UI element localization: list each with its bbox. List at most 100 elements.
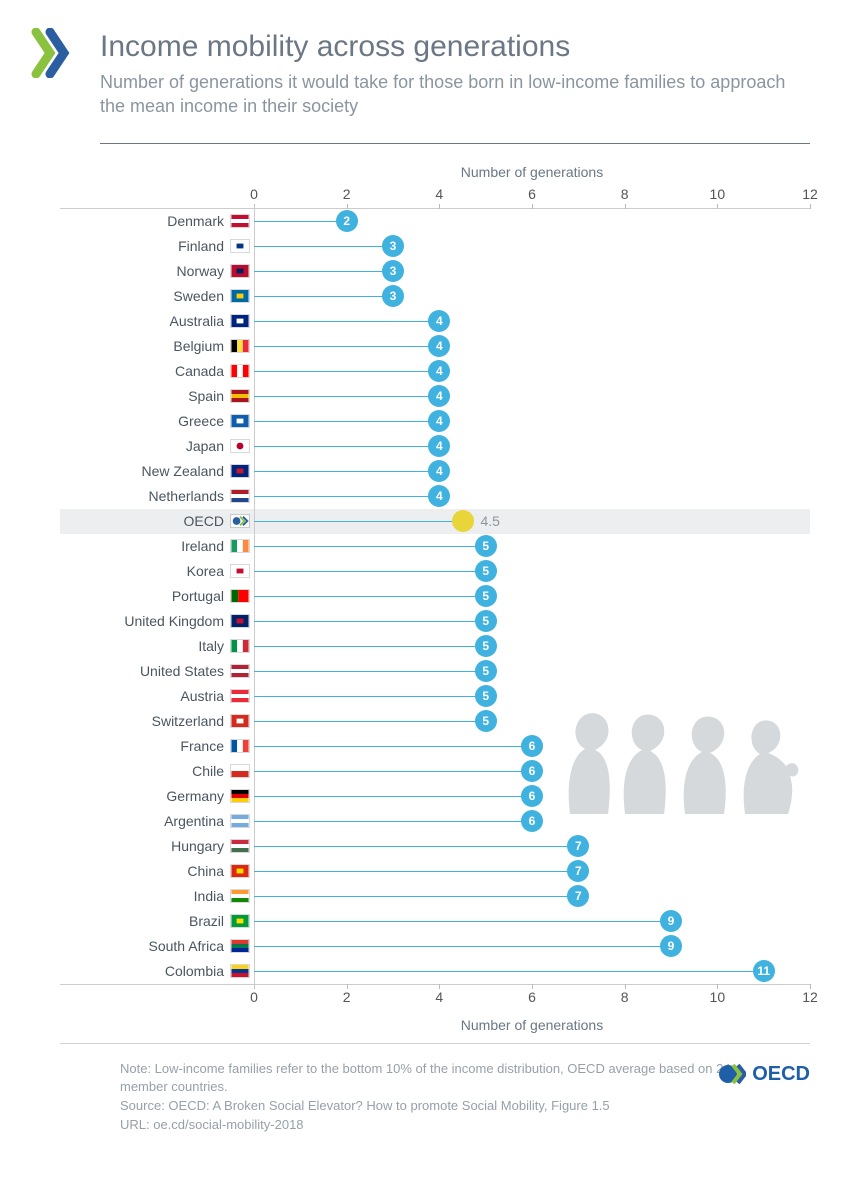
country-label: United States [60, 663, 230, 679]
data-point: 5 [475, 660, 497, 682]
flag-icon [230, 339, 254, 353]
lollipop-cell: 4 [254, 334, 810, 359]
axis-tick: 12 [802, 186, 818, 202]
data-row: Switzerland5 [60, 709, 810, 734]
axis-tick: 0 [250, 989, 258, 1005]
flag-icon [230, 814, 254, 828]
country-label: Sweden [60, 288, 230, 304]
footer-url: URL: oe.cd/social-mobility-2018 [120, 1116, 770, 1135]
country-label: Finland [60, 238, 230, 254]
data-point: 5 [475, 535, 497, 557]
flag-icon [230, 614, 254, 628]
axis-tick: 10 [710, 186, 726, 202]
lollipop-cell: 6 [254, 759, 810, 784]
plot-area: Denmark2Finland3Norway3Sweden3Australia4… [60, 208, 810, 985]
axis-tick: 6 [528, 186, 536, 202]
data-point: 4 [428, 485, 450, 507]
page-subtitle: Number of generations it would take for … [100, 70, 810, 119]
oecd-globe-icon [718, 1060, 746, 1088]
data-row: Hungary7 [60, 834, 810, 859]
country-label: Argentina [60, 813, 230, 829]
flag-icon [230, 739, 254, 753]
flag-icon [230, 914, 254, 928]
data-row: Chile 6 [60, 759, 810, 784]
data-row: United States 5 [60, 659, 810, 684]
flag-icon [230, 714, 254, 728]
lollipop-cell: 6 [254, 734, 810, 759]
data-row: South Africa9 [60, 934, 810, 959]
data-row: Austria5 [60, 684, 810, 709]
country-label: Switzerland [60, 713, 230, 729]
data-row: Denmark 2 [60, 209, 810, 234]
country-label: Ireland [60, 538, 230, 554]
flag-icon [230, 289, 254, 303]
lollipop-cell: 4 [254, 359, 810, 384]
country-label: Chile [60, 763, 230, 779]
header-rule [100, 143, 810, 144]
data-row: New Zealand4 [60, 459, 810, 484]
flag-icon [230, 389, 254, 403]
data-row: United Kingdom5 [60, 609, 810, 634]
axis-tick: 0 [250, 186, 258, 202]
data-row: Argentina6 [60, 809, 810, 834]
lollipop-cell: 5 [254, 684, 810, 709]
data-point-label: 4.5 [481, 513, 500, 529]
data-point: 4 [428, 410, 450, 432]
flag-icon [230, 364, 254, 378]
axis-tick: 8 [621, 989, 629, 1005]
data-point: 11 [753, 960, 775, 982]
lollipop-cell: 2 [254, 209, 810, 234]
data-row: Canada4 [60, 359, 810, 384]
data-point: 4 [428, 460, 450, 482]
lollipop-cell: 3 [254, 259, 810, 284]
flag-icon [230, 239, 254, 253]
lollipop-cell: 4 [254, 409, 810, 434]
country-label: Australia [60, 313, 230, 329]
data-point: 9 [660, 935, 682, 957]
axis-tick: 6 [528, 989, 536, 1005]
flag-icon [230, 664, 254, 678]
footer-logo: OECD [718, 1060, 810, 1089]
data-row: Italy5 [60, 634, 810, 659]
lollipop-cell: 9 [254, 934, 810, 959]
flag-icon [230, 764, 254, 778]
axis-tick: 8 [621, 186, 629, 202]
data-point: 7 [567, 885, 589, 907]
lollipop-cell: 6 [254, 784, 810, 809]
lollipop-cell: 3 [254, 284, 810, 309]
data-row: Belgium4 [60, 334, 810, 359]
flag-icon [230, 314, 254, 328]
data-point: 7 [567, 835, 589, 857]
data-point: 4 [428, 360, 450, 382]
data-row: Sweden 3 [60, 284, 810, 309]
lollipop-cell: 5 [254, 584, 810, 609]
data-row: Finland3 [60, 234, 810, 259]
flag-icon [230, 589, 254, 603]
lollipop-cell: 4 [254, 309, 810, 334]
data-point: 5 [475, 560, 497, 582]
flag-icon [230, 214, 254, 228]
data-row: Germany6 [60, 784, 810, 809]
lollipop-cell: 5 [254, 534, 810, 559]
data-point: 4 [428, 385, 450, 407]
page-title: Income mobility across generations [100, 30, 810, 64]
flag-icon [230, 789, 254, 803]
country-label: Denmark [60, 213, 230, 229]
chart: Number of generations 024681012 Denmark2… [60, 164, 810, 1033]
axis-label-bottom: Number of generations [254, 1017, 810, 1033]
data-row: Spain 4 [60, 384, 810, 409]
lollipop-cell: 7 [254, 859, 810, 884]
country-label: OECD [60, 513, 230, 529]
flag-icon [230, 889, 254, 903]
data-row: Japan4 [60, 434, 810, 459]
country-label: Spain [60, 388, 230, 404]
country-label: Japan [60, 438, 230, 454]
data-point: 5 [475, 610, 497, 632]
axis-tick: 12 [802, 989, 818, 1005]
flag-icon [230, 439, 254, 453]
lollipop-cell: 5 [254, 634, 810, 659]
header: Income mobility across generations Numbe… [0, 0, 850, 129]
footer-logo-text: OECD [752, 1060, 810, 1089]
flag-icon [230, 864, 254, 878]
flag-icon [230, 564, 254, 578]
